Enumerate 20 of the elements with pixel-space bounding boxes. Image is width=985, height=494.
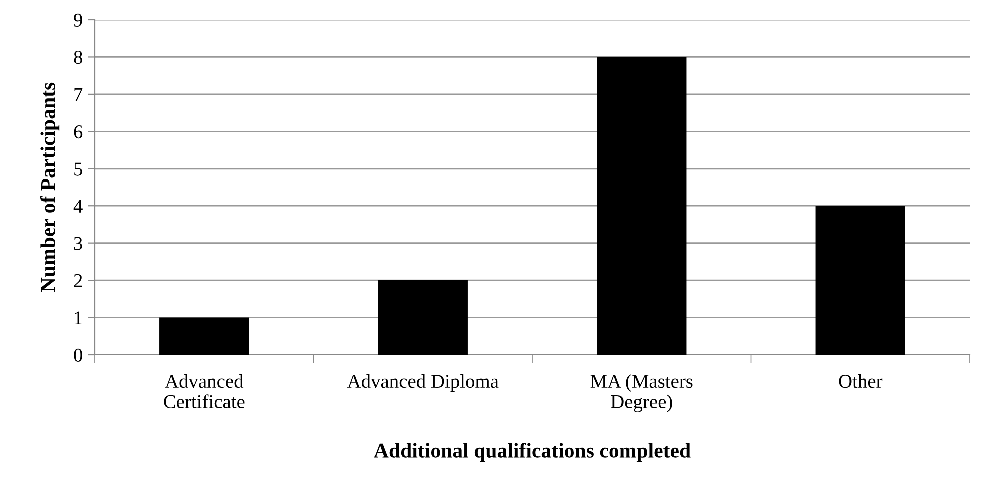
bar: [378, 280, 468, 355]
y-tick-label: 6: [74, 126, 83, 139]
y-tick-label: 7: [74, 88, 83, 102]
y-tick-label: 0: [74, 348, 82, 362]
y-tick-label: 2: [74, 274, 82, 288]
y-tick-label: 3: [74, 237, 82, 250]
x-tick-label: Other: [839, 374, 883, 388]
x-tick-label: MA (Masters Degree): [590, 374, 693, 412]
x-tick-label: Advanced Diploma: [347, 374, 499, 392]
x-axis-title: Additional qualifications completed: [374, 443, 691, 462]
y-tick-label: 1: [75, 312, 82, 325]
y-axis-title: Number of Participants: [40, 82, 60, 292]
bar: [160, 318, 250, 355]
bar: [816, 206, 906, 355]
y-tick-label: 5: [74, 162, 82, 176]
y-tick-label: 8: [74, 51, 82, 64]
x-tick-label: Advanced Certificate: [164, 374, 245, 408]
bar: [597, 57, 687, 355]
y-tick-label: 9: [74, 14, 82, 27]
y-tick-label: 4: [74, 200, 83, 213]
